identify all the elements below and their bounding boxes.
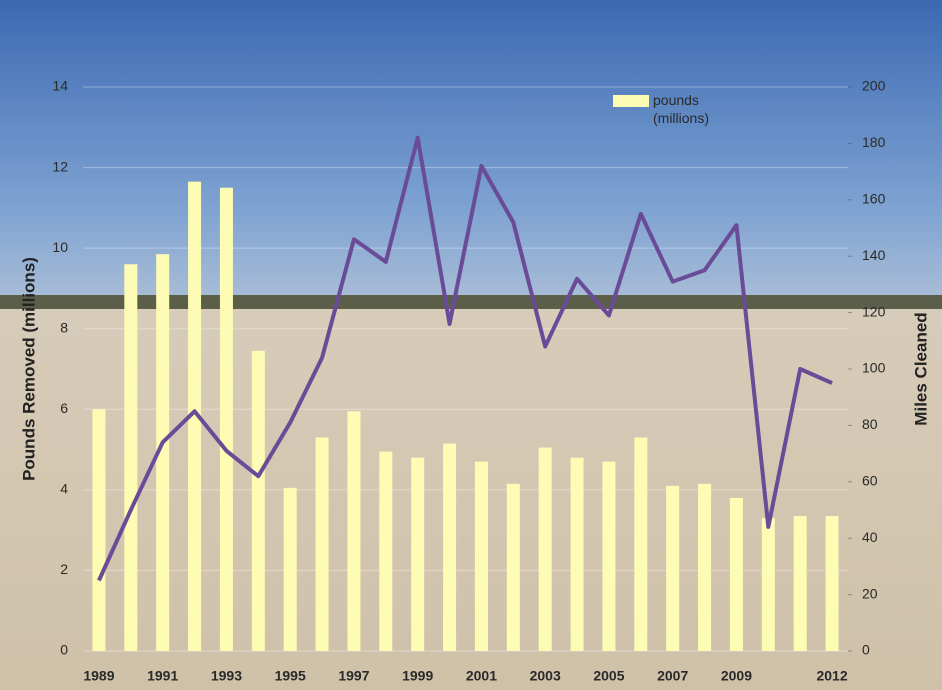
x-tick-label: 2012 — [816, 668, 847, 684]
bar — [634, 437, 648, 651]
y2-tick-label: 180 — [862, 134, 886, 150]
x-tick-label: 2003 — [530, 668, 561, 684]
bar — [761, 518, 775, 651]
bar — [188, 181, 202, 651]
y2-tick-label: 140 — [862, 247, 886, 263]
y2-tick-label: 0 — [862, 642, 870, 658]
y-tick-label: 12 — [52, 158, 68, 174]
bar — [379, 451, 393, 651]
x-tick-label: 1989 — [83, 668, 114, 684]
x-tick-label: 1993 — [211, 668, 242, 684]
x-tick-label: 1991 — [147, 668, 178, 684]
bar — [124, 264, 138, 651]
x-tick-label: 2009 — [721, 668, 752, 684]
y-tick-label: 6 — [60, 400, 68, 416]
y-axis-label: Pounds Removed (millions) — [19, 257, 38, 481]
bar — [729, 497, 743, 651]
x-tick-label: 1997 — [338, 668, 369, 684]
bar — [793, 516, 807, 651]
bar — [411, 457, 425, 651]
y2-axis-label: Miles Cleaned — [911, 312, 930, 425]
bar — [283, 487, 297, 651]
y2-tick-label: 100 — [862, 360, 886, 376]
bar — [666, 485, 680, 651]
bar — [825, 516, 839, 651]
x-tick-label: 2005 — [593, 668, 624, 684]
legend-box: pounds (millions) — [653, 92, 709, 126]
bar — [698, 483, 712, 651]
bar — [570, 457, 584, 651]
x-tick-label: 1999 — [402, 668, 433, 684]
bar — [443, 443, 457, 651]
y-tick-label: 10 — [52, 239, 68, 255]
y2-tick-label: 40 — [862, 529, 878, 545]
horizon — [0, 295, 942, 309]
bar — [538, 447, 552, 651]
bar — [506, 483, 520, 651]
y2-tick-label: 120 — [862, 303, 886, 319]
y2-tick-label: 20 — [862, 585, 878, 601]
bar — [315, 437, 329, 651]
x-tick-label: 2007 — [657, 668, 688, 684]
x-tick-label: 1995 — [275, 668, 306, 684]
bar — [92, 409, 106, 651]
y-tick-label: 14 — [52, 78, 68, 94]
line — [97, 135, 833, 582]
bar — [219, 187, 233, 651]
x-tick-label: 2001 — [466, 668, 497, 684]
y2-tick-label: 200 — [862, 78, 886, 94]
y-tick-label: 2 — [60, 561, 68, 577]
y-tick-label: 0 — [60, 642, 68, 658]
y-tick-label: 4 — [60, 481, 68, 497]
y-tick-label: 8 — [60, 319, 68, 335]
bar — [251, 350, 265, 651]
sky — [0, 0, 942, 300]
legend-swatch — [613, 95, 649, 107]
bar — [602, 461, 616, 651]
y2-tick-label: 60 — [862, 473, 878, 489]
y2-tick-label: 80 — [862, 416, 878, 432]
bar — [347, 411, 361, 651]
y2-tick-label: 160 — [862, 191, 886, 207]
bar — [474, 461, 488, 651]
bar — [156, 254, 170, 651]
legend-label: pounds (millions) — [653, 92, 709, 126]
